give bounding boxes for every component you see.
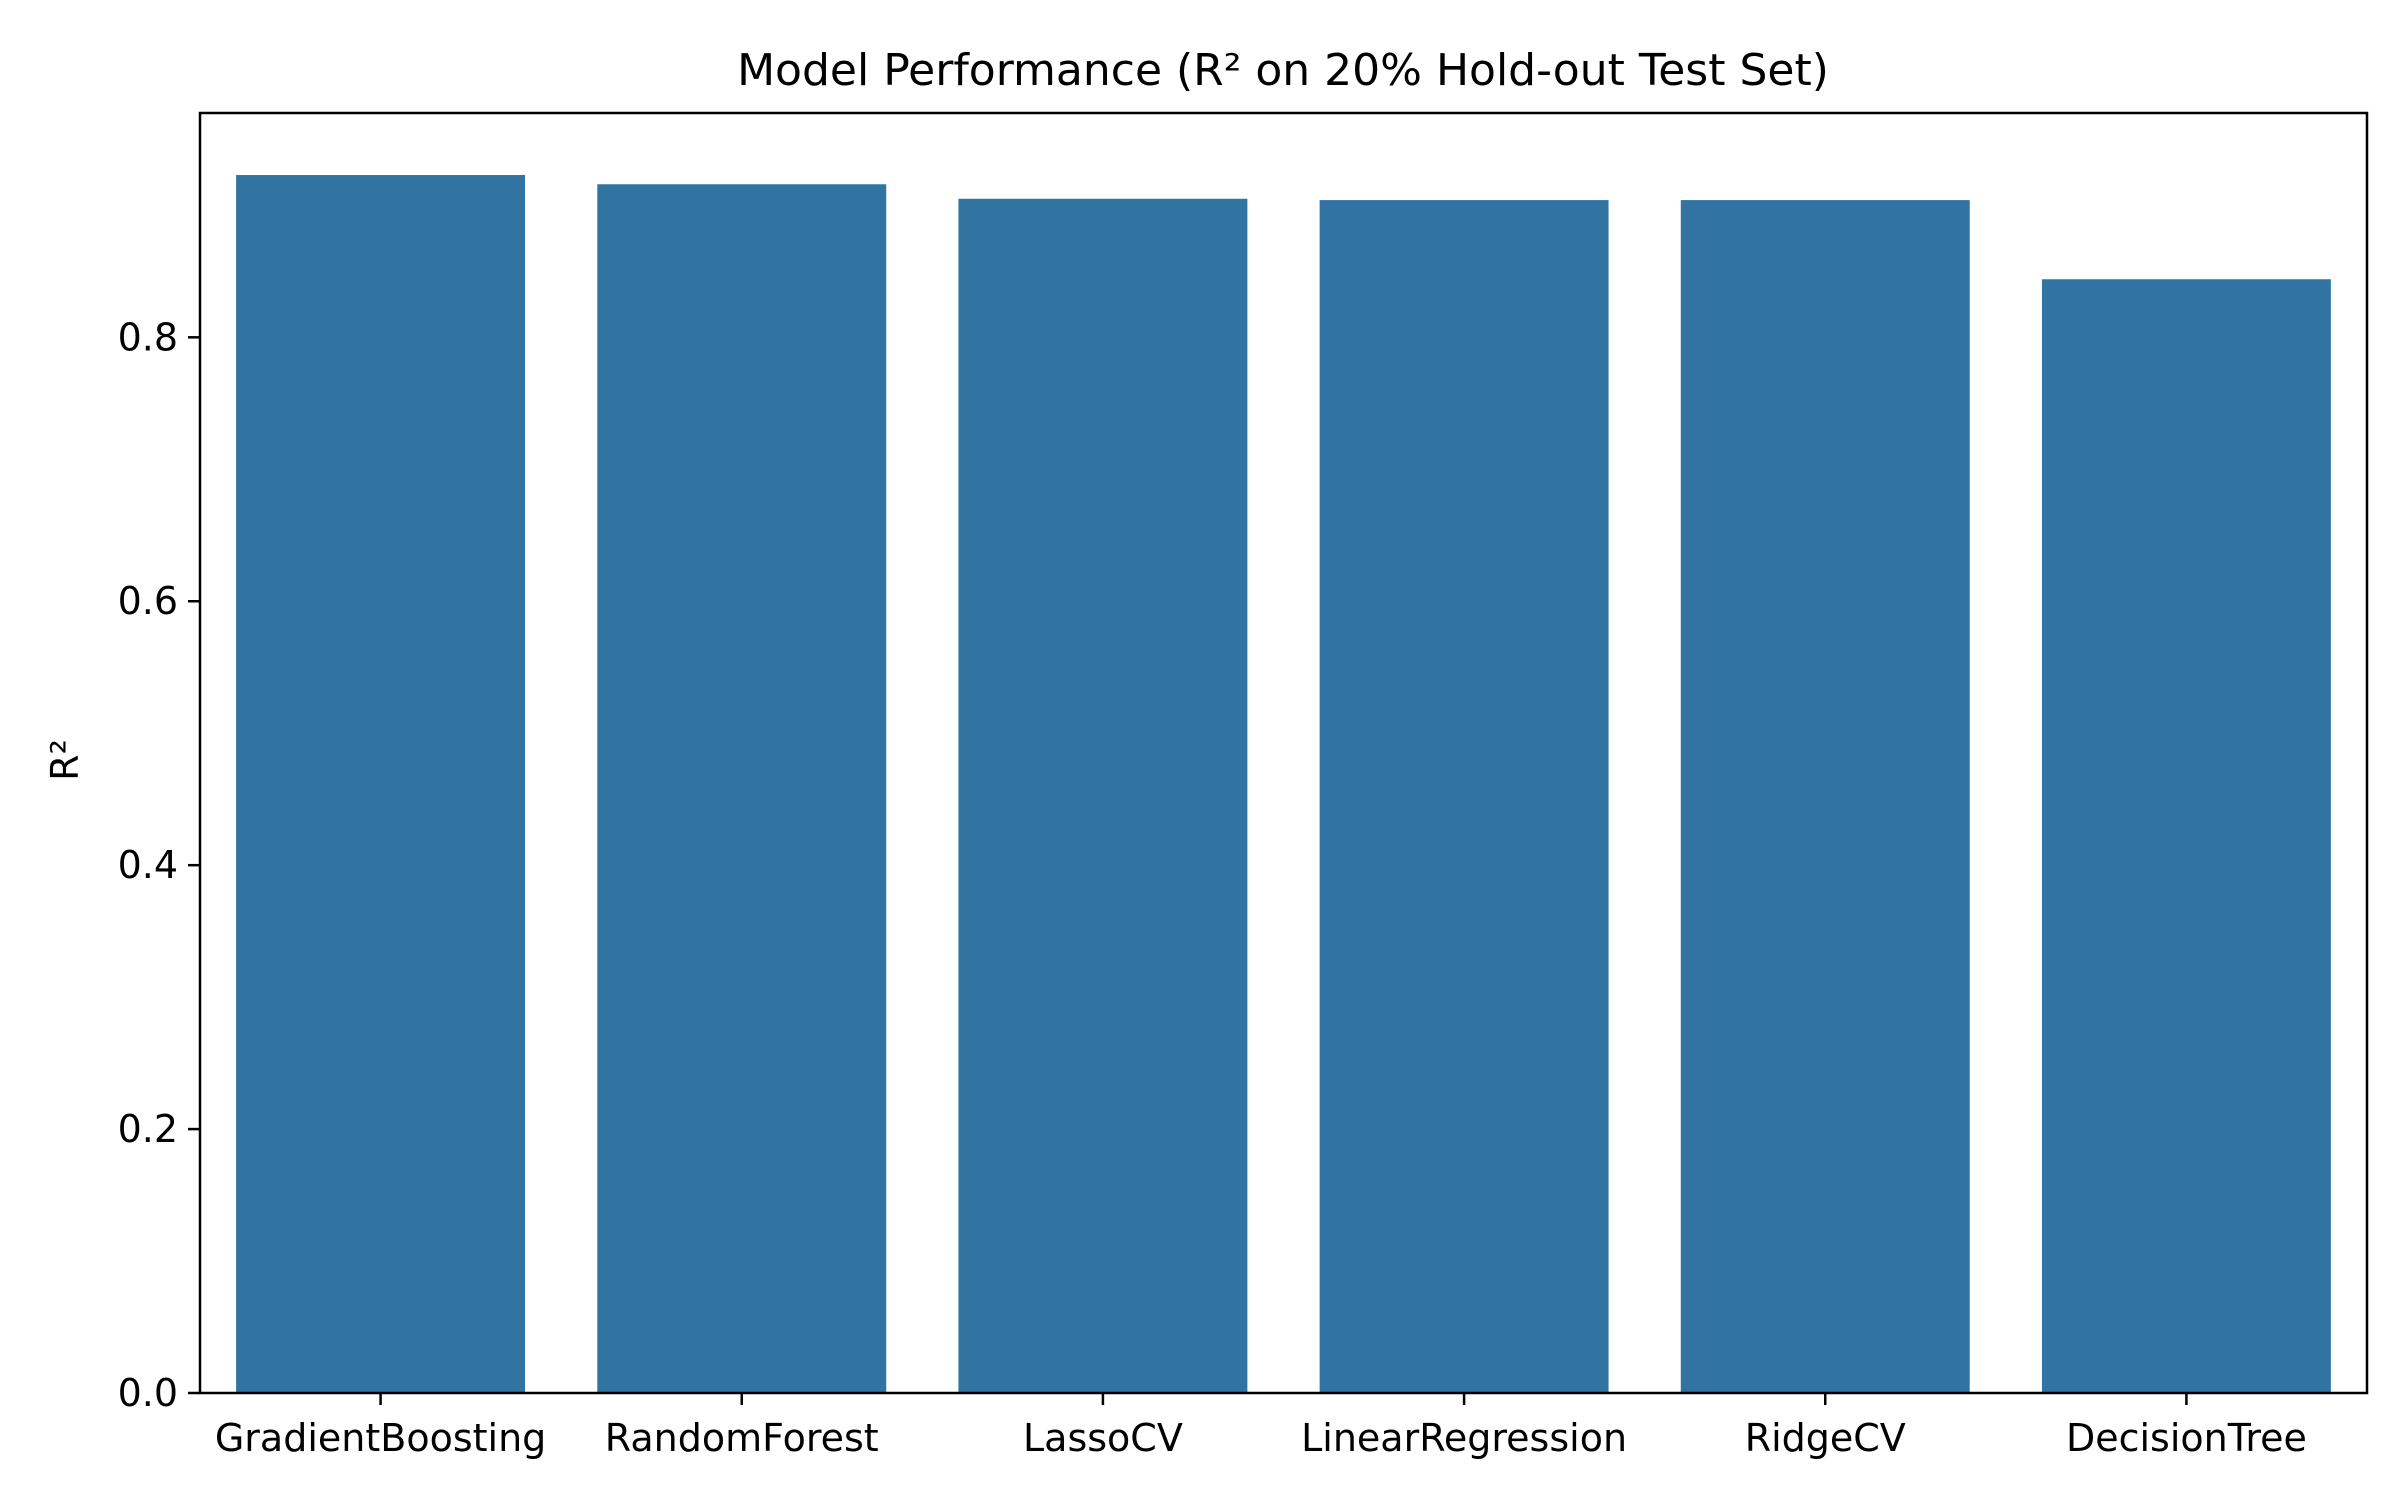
- x-tick-label: RandomForest: [605, 1416, 879, 1460]
- x-tick-label: LassoCV: [1023, 1416, 1183, 1460]
- plot-frame: [198, 111, 2369, 1395]
- x-tick-label: RidgeCV: [1745, 1416, 1906, 1460]
- bars: [236, 175, 2331, 1394]
- bar-LinearRegression: [1319, 200, 1609, 1394]
- y-tick-label: 0.0: [118, 1371, 178, 1415]
- y-tick-label: 0.8: [118, 315, 178, 359]
- y-tick-label: 0.6: [118, 579, 178, 623]
- bar-DecisionTree: [2041, 279, 2331, 1393]
- bar-LassoCV: [958, 198, 1248, 1393]
- bar-RandomForest: [597, 184, 887, 1394]
- x-axis-ticks: GradientBoosting RandomForest LassoCV Linea…: [215, 1393, 2307, 1460]
- x-tick-label: DecisionTree: [2066, 1416, 2307, 1460]
- chart-title: Model Performance (R² on 20% Hold-out Te…: [737, 45, 1829, 96]
- x-tick-label: LinearRegression: [1301, 1416, 1627, 1460]
- bar-RidgeCV: [1680, 200, 1970, 1394]
- y-axis-ticks: 0.0 0.2 0.4 0.6 0.8: [118, 315, 200, 1415]
- y-tick-label: 0.4: [118, 843, 178, 887]
- y-tick-label: 0.2: [118, 1107, 178, 1151]
- x-tick-label: GradientBoosting: [215, 1416, 546, 1460]
- bar-GradientBoosting: [236, 175, 526, 1393]
- y-axis-label: R²: [43, 739, 87, 781]
